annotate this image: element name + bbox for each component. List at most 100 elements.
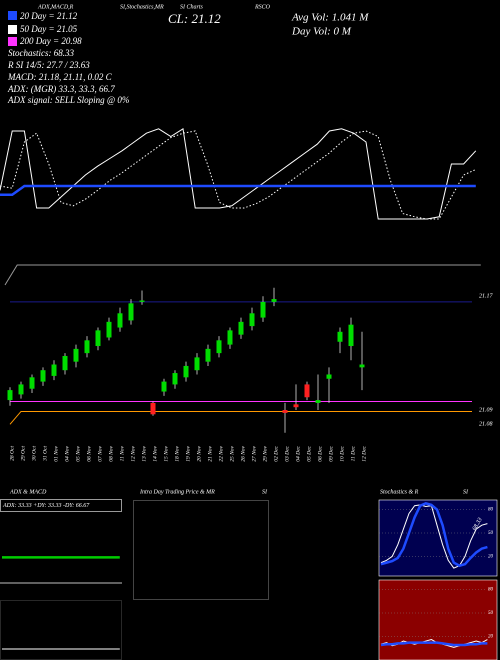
indicator-text: ADX signal: SELL Sloping @ 0% [7, 95, 129, 105]
indicator-text: Stochastics: 68.33 [8, 48, 74, 58]
candle-body [282, 410, 288, 413]
panel-title: Stochastics & R [380, 489, 419, 495]
volume-text: Avg Vol: 1.041 M [291, 12, 369, 24]
x-tick-label: 21 Nov [207, 445, 213, 461]
candle-body [73, 348, 79, 362]
legend-swatch [8, 37, 17, 46]
panel-annotation: ADX: 33.33 +DY: 33.33 -DY: 66.67 [2, 503, 90, 509]
x-tick-label: 06 Dec [317, 445, 323, 461]
header-text: SI Charts [180, 4, 204, 10]
candle-body [293, 404, 299, 408]
panel-title: SI [463, 489, 469, 495]
candle-body [227, 330, 233, 345]
candle-body [326, 374, 332, 379]
x-tick-label: 06 Nov [86, 445, 92, 461]
candle-body [29, 377, 35, 389]
x-tick-label: 14 Nov [151, 445, 158, 461]
panel-frame [133, 500, 269, 600]
line-series [0, 130, 477, 220]
panel-title: SI [262, 489, 268, 495]
header-text: SI,Stochastics,MR [120, 4, 164, 10]
candle-body [205, 348, 211, 362]
candle-body [172, 373, 178, 385]
x-tick-label: 28 Oct [9, 446, 15, 461]
indicator-text: MACD: 21.18, 21.11, 0.02 C [7, 72, 113, 82]
x-tick-label: 05 Dec [306, 445, 312, 461]
y-tick-label: 50 [488, 531, 494, 536]
x-tick-label: 01 Nov [53, 445, 59, 461]
x-tick-label: 30 Oct [31, 446, 37, 462]
x-tick-label: 09 Dec [328, 445, 334, 461]
candle-body [150, 402, 156, 415]
candle-body [348, 324, 354, 347]
line-series [380, 504, 488, 569]
x-tick-label: 27 Nov [251, 445, 257, 461]
y-tick-label: 80 [488, 588, 494, 593]
candle-body [161, 381, 167, 392]
candle-body [216, 340, 222, 354]
x-tick-label: 25 Nov [229, 445, 235, 461]
line-series [4, 264, 481, 286]
line-series [380, 641, 488, 647]
stochastic-value: 68.33 [472, 517, 484, 532]
candle-body [238, 321, 244, 335]
panel-title: Intra Day Trading Price & MR [139, 489, 215, 495]
candle-body [139, 300, 145, 302]
candle-body [337, 331, 343, 342]
candle-body [194, 357, 200, 371]
x-tick-label: 29 Oct [20, 446, 26, 461]
candle-body [40, 370, 46, 382]
candle-body [84, 340, 90, 354]
x-tick-label: 13 Nov [141, 445, 147, 461]
candle-body [95, 330, 101, 347]
y-tick-label: 21.09 [479, 407, 493, 413]
legend-swatch [8, 25, 17, 34]
sma-text: 200 Day = 20.98 [20, 36, 82, 46]
y-tick-label: 50 [488, 611, 494, 616]
x-tick-label: 04 Dec [294, 445, 301, 461]
candle-body [249, 313, 255, 327]
x-tick-label: 10 Dec [339, 445, 345, 461]
line-series [380, 502, 488, 568]
line-series [0, 184, 476, 197]
candle-body [51, 364, 57, 376]
y-tick-label: 80 [488, 508, 494, 513]
candle-body [106, 321, 112, 338]
x-tick-label: 20 Nov [196, 445, 202, 461]
panel-background [378, 579, 498, 660]
x-tick-label: 22 Nov [218, 445, 224, 461]
x-tick-label: 07 Nov [97, 445, 103, 461]
sma-text: 50 Day = 21.05 [20, 24, 78, 34]
candle-body [359, 364, 365, 368]
candle-body [117, 313, 123, 328]
line-series [9, 410, 472, 425]
x-tick-label: 03 Dec [284, 445, 290, 461]
candle-body [128, 303, 134, 321]
close-text: CL: 21.12 [168, 11, 221, 26]
candle-body [260, 301, 266, 318]
x-tick-label: 26 Nov [240, 445, 246, 461]
candle-body [18, 384, 24, 395]
candle-body [62, 355, 68, 371]
x-tick-label: 04 Nov [63, 445, 70, 461]
x-tick-label: 31 Oct [42, 446, 48, 462]
x-tick-label: 05 Nov [75, 445, 81, 461]
volume-text: Day Vol: 0 M [291, 26, 352, 38]
candle-body [304, 384, 310, 398]
candle-body [315, 400, 321, 403]
candle-body [183, 365, 189, 378]
x-tick-label: 29 Nov [262, 445, 268, 461]
x-tick-label: 11 Nov [119, 445, 125, 461]
x-tick-label: 19 Nov [185, 445, 191, 461]
sma-text: 20 Day = 21.12 [20, 11, 78, 21]
y-tick-label: 20 [488, 635, 494, 640]
x-tick-label: 02 Dec [273, 445, 279, 461]
x-tick-label: 11 Dec [350, 445, 356, 461]
indicator-text: ADX: (MGR) 33.3, 33.3, 66.7 [7, 84, 115, 94]
header-text: ADX,MACD,R [37, 4, 74, 10]
x-tick-label: 12 Nov [130, 445, 136, 461]
x-tick-label: 18 Nov [174, 445, 180, 461]
panel-frame [0, 499, 122, 512]
